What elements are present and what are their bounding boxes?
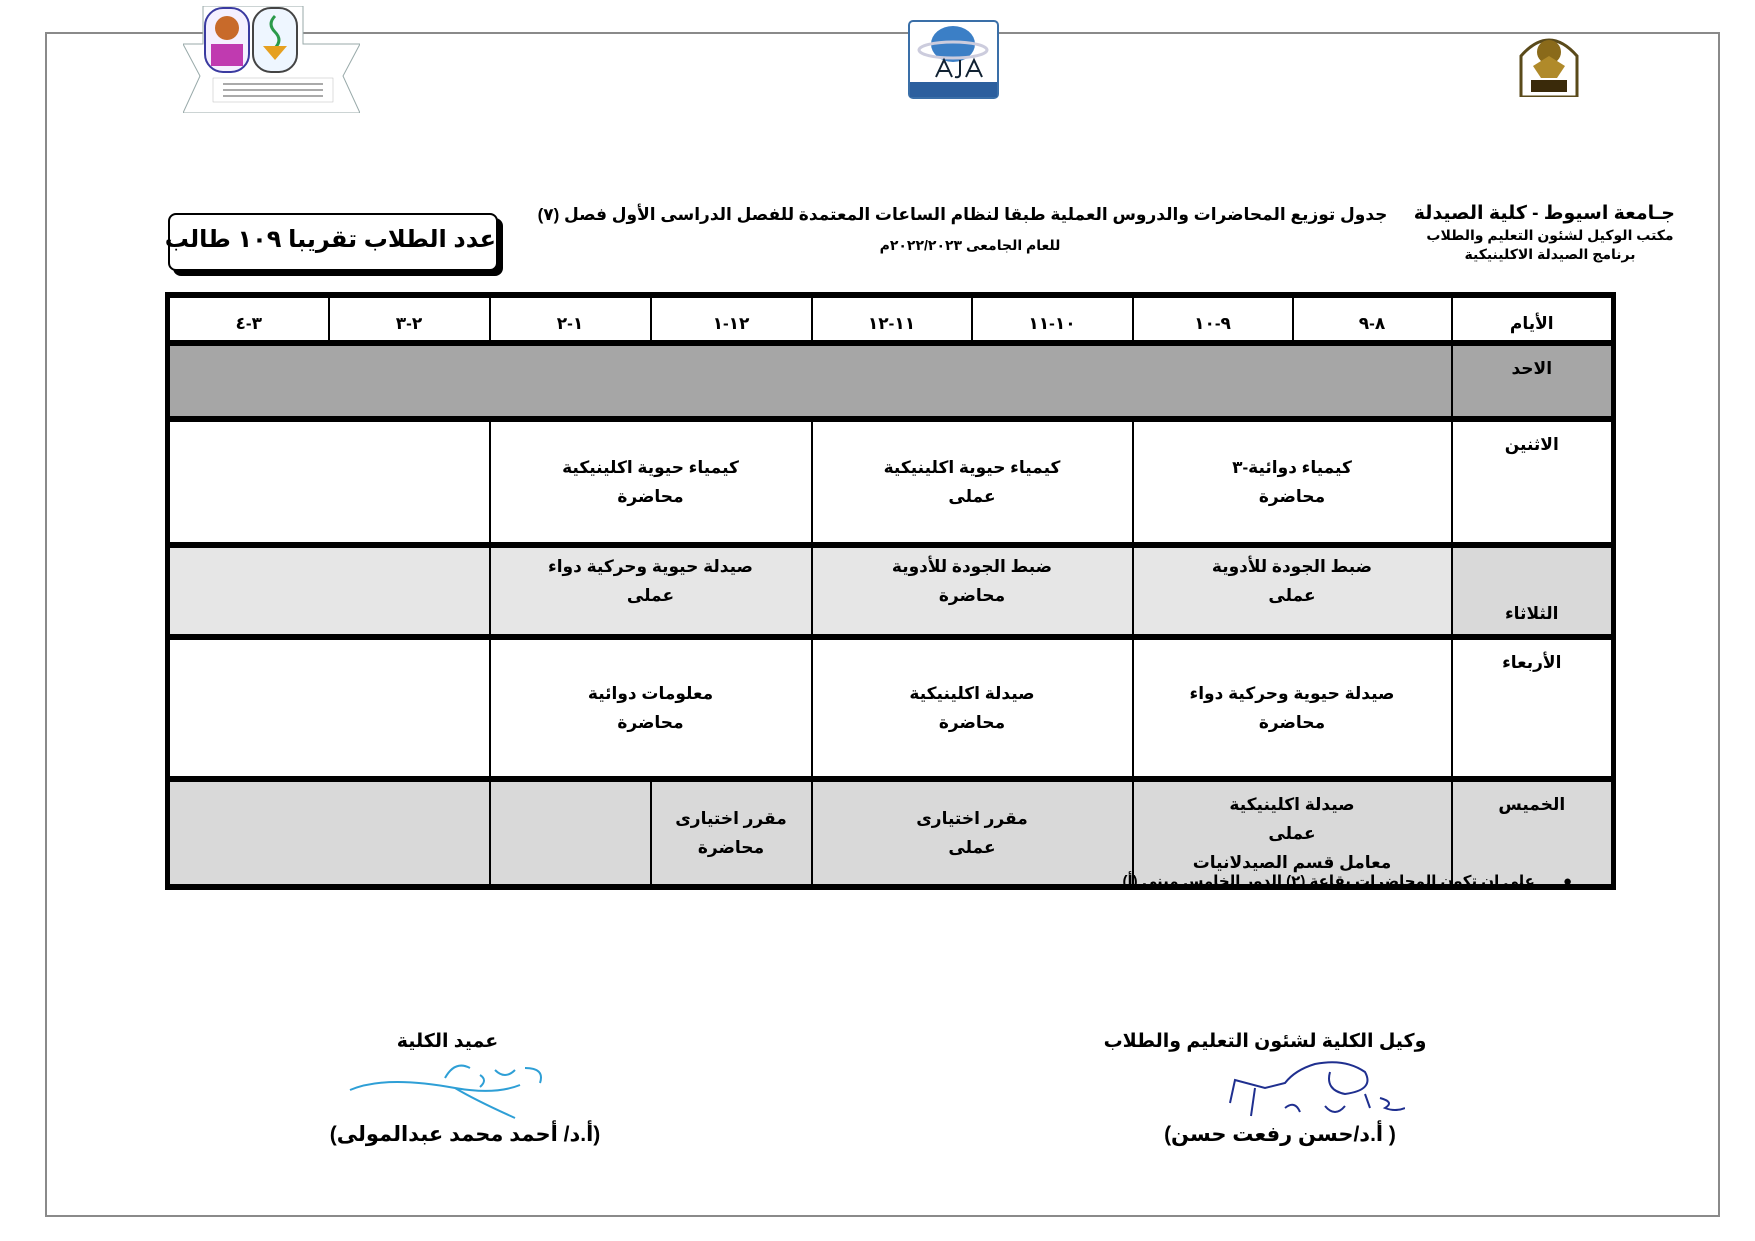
class-type: محاضرة — [617, 487, 684, 506]
day-label: الاثنين — [1450, 416, 1615, 548]
dean-title: عميد الكلية — [396, 1031, 499, 1052]
class-type: عملى — [948, 487, 996, 506]
course-name: صيدلة حيوية وحركية دواء — [548, 557, 753, 576]
table-row: الاثنين كيمياء دوائية-٣ محاضرة كيمياء حيو… — [166, 416, 1615, 548]
day-label: الأربعاء — [1450, 634, 1615, 782]
time-slot-header: ٢-٣ — [327, 292, 491, 346]
class-cell: ضبط الجودة للأدوية عملى — [1131, 542, 1453, 640]
class-type: محاضرة — [1258, 713, 1326, 732]
course-name: مقرر اختيارى — [916, 809, 1028, 828]
page-frame — [45, 32, 1720, 1217]
time-slot-header: ٣-٤ — [166, 292, 330, 346]
course-name: مقرر اختيارى — [675, 809, 787, 828]
class-type: محاضرة — [938, 586, 1006, 605]
table-row: الثلاثاء ضبط الجودة للأدوية عملى ضبط الجو… — [166, 542, 1615, 640]
course-name: ضبط الجودة للأدوية — [891, 557, 1053, 576]
class-type: عملى — [948, 838, 996, 857]
program-line: برنامج الصيدلة الاكلينيكية — [1464, 246, 1636, 262]
course-name: معلومات دوائية — [587, 684, 714, 703]
course-name: صيدلة اكلينيكية — [1229, 794, 1355, 814]
assiut-university-logo — [1519, 38, 1579, 97]
class-cell: معلومات دوائية محاضرة — [488, 634, 813, 782]
office-line: مكتب الوكيل لشئون التعليم والطلاب — [1426, 227, 1674, 243]
class-type: محاضرة — [617, 713, 684, 732]
course-name: كيمياء حيوية اكلينيكية — [883, 458, 1061, 477]
class-cell: كيمياء دوائية-٣ محاضرة — [1131, 416, 1453, 548]
vice-dean-signature-block: وكيل الكلية لشئون التعليم والطلاب — [1090, 1030, 1440, 1053]
class-cell: صيدلة اكلينيكية عملى معامل قسم الصيدلانيات — [1131, 776, 1453, 890]
class-cell: صيدلة حيوية وحركية دواء محاضرة — [1131, 634, 1453, 782]
table-row: الخميس صيدلة اكلينيكية عملى معامل قسم الصي… — [166, 776, 1615, 890]
schedule-title: جدول توزيع المحاضرات والدروس العملية طبق… — [537, 205, 1388, 224]
empty-cell — [166, 542, 491, 640]
academic-year: للعام الجامعى ٢٠٢٢/٢٠٢٣م — [879, 237, 1061, 253]
class-type: محاضرة — [697, 838, 765, 857]
course-name: صيدلة حيوية وحركية دواء — [1189, 684, 1395, 703]
vice-dean-signature — [1229, 1061, 1405, 1117]
table-row: الاحد — [166, 340, 1615, 422]
class-cell: صيدلة حيوية وحركية دواء عملى — [488, 542, 813, 640]
footnote-text: على ان تكون المحاضرات بقاعة (٢) الدور ال… — [1122, 873, 1535, 890]
dean-name: (أ.د/ أحمد محمد عبدالمولى) — [329, 1123, 601, 1146]
time-slot-header: ٨-٩ — [1291, 292, 1453, 346]
class-cell: كيمياء حيوية اكلينيكية عملى — [810, 416, 1134, 548]
dean-name-block: (أ.د/ أحمد محمد عبدالمولى) — [315, 1122, 615, 1147]
class-type: عملى — [1268, 586, 1316, 605]
class-type: محاضرة — [1258, 487, 1326, 506]
class-type: عملى — [626, 586, 675, 605]
vice-dean-name: ( أ.د/حسن رفعت حسن) — [1164, 1123, 1396, 1146]
empty-cell — [166, 340, 1453, 422]
empty-cell — [166, 776, 491, 890]
class-cell: ضبط الجودة للأدوية محاضرة — [810, 542, 1134, 640]
day-label: الثلاثاء — [1450, 542, 1615, 640]
empty-cell — [488, 776, 652, 890]
university-line: جـامعة اسيوط - كلية الصيدلة — [1413, 203, 1675, 224]
course-name: كيمياء حيوية اكلينيكية — [562, 458, 739, 477]
time-slot-header: ١٠-١١ — [970, 292, 1134, 346]
university-quality-logo — [183, 6, 360, 113]
dean-signature-block: عميد الكلية — [350, 1030, 545, 1053]
institution-header: جـامعة اسيوط - كلية الصيدلة مكتب الوكيل … — [1413, 202, 1675, 264]
bullet-icon: ● — [1562, 873, 1572, 890]
footnote: ● على ان تكون المحاضرات بقاعة (٢) الدور ا… — [1050, 872, 1572, 890]
empty-cell — [166, 634, 491, 782]
day-label: الاحد — [1450, 340, 1615, 422]
aja-registrars-logo — [908, 20, 999, 99]
class-cell: كيمياء حيوية اكلينيكية محاضرة — [488, 416, 813, 548]
empty-cell — [166, 416, 491, 548]
vice-dean-title: وكيل الكلية لشئون التعليم والطلاب — [1103, 1031, 1427, 1052]
class-type: عملى — [1268, 823, 1316, 843]
course-name: ضبط الجودة للأدوية — [1211, 557, 1373, 576]
table-row: الأربعاء صيدلة حيوية وحركية دواء محاضرة ص… — [166, 634, 1615, 782]
class-cell: مقرر اختيارى محاضرة — [649, 776, 813, 890]
schedule-table: الأيام ٨-٩ ٩-١٠ ١٠-١١ ١١-١٢ ١٢-١ ١-٢ ٢-٣… — [165, 292, 1616, 890]
vice-dean-name-block: ( أ.د/حسن رفعت حسن) — [1130, 1122, 1430, 1147]
course-name: صيدلة اكلينيكية — [909, 684, 1035, 703]
day-label: الخميس — [1450, 776, 1615, 890]
class-cell: صيدلة اكلينيكية محاضرة — [810, 634, 1134, 782]
class-type: محاضرة — [938, 713, 1006, 732]
time-slot-header: ١-٢ — [488, 292, 652, 346]
course-name: كيمياء دوائية-٣ — [1232, 458, 1352, 477]
dean-signature — [349, 1064, 542, 1119]
header-row: الأيام ٨-٩ ٩-١٠ ١٠-١١ ١١-١٢ ١٢-١ ١-٢ ٢-٣… — [166, 292, 1615, 346]
time-slot-header: ٩-١٠ — [1131, 292, 1294, 346]
days-header: الأيام — [1450, 292, 1615, 346]
time-slot-header: ١٢-١ — [649, 292, 813, 346]
time-slot-header: ١١-١٢ — [810, 292, 973, 346]
student-count-box: عدد الطلاب تقريبا ١٠٩ طالب — [165, 213, 498, 271]
class-location: معامل قسم الصيدلانيات — [1192, 852, 1392, 872]
class-cell: مقرر اختيارى عملى — [810, 776, 1134, 890]
